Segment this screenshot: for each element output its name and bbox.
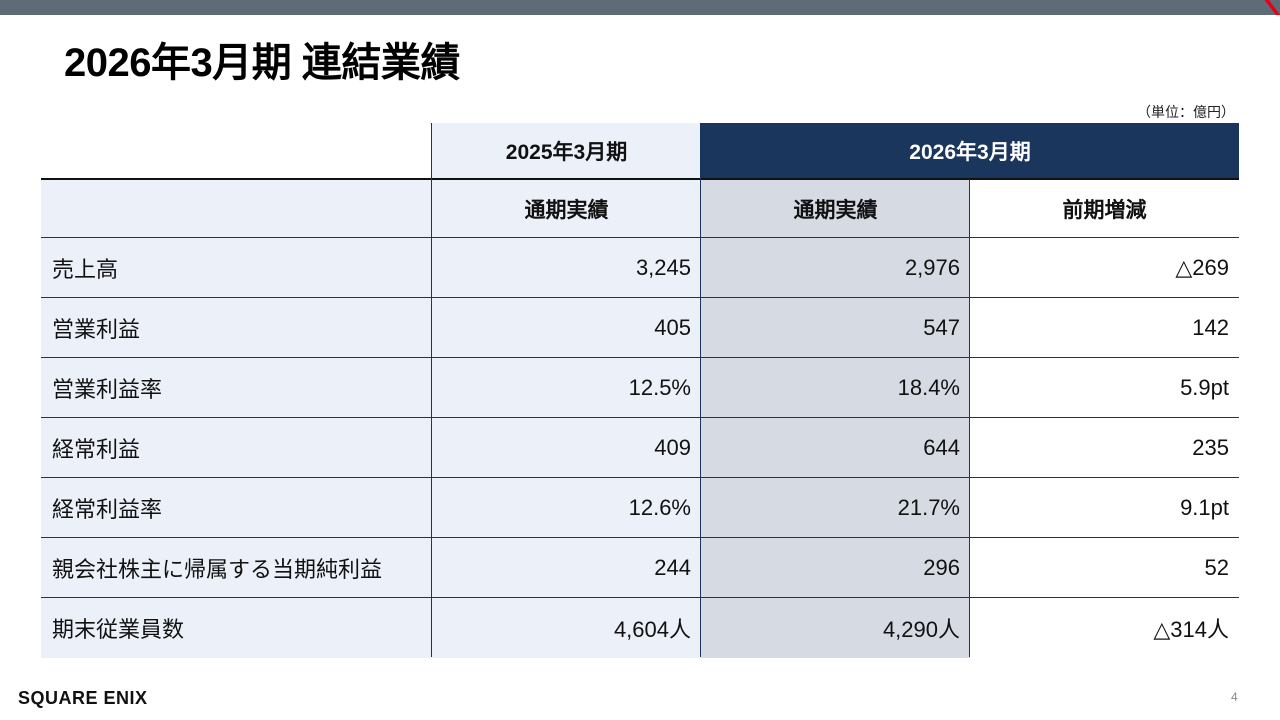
row-label: 親会社株主に帰属する当期純利益 — [41, 538, 432, 598]
square-enix-logo: SQUARE ENIX — [18, 688, 148, 708]
row-curr-value: 644 — [701, 418, 970, 478]
subheader-blank-cell — [41, 179, 432, 238]
page-title: 2026年3月期 連結業績 — [64, 41, 460, 85]
subheader-curr-actual: 通期実績 — [701, 179, 970, 238]
row-curr-value: 4,290人 — [701, 598, 970, 658]
row-change-value: 5.9pt — [970, 358, 1239, 418]
row-curr-value: 18.4% — [701, 358, 970, 418]
header-curr-period: 2026年3月期 — [701, 123, 1239, 179]
row-label: 経常利益率 — [41, 478, 432, 538]
row-divider — [41, 537, 1239, 538]
row-change-value: 52 — [970, 538, 1239, 598]
row-divider — [41, 357, 1239, 358]
row-change-value: 235 — [970, 418, 1239, 478]
column-divider — [700, 123, 701, 657]
row-divider — [41, 477, 1239, 478]
row-label: 営業利益 — [41, 298, 432, 358]
column-divider — [969, 179, 970, 657]
row-label: 経常利益 — [41, 418, 432, 478]
row-prev-value: 12.6% — [432, 478, 701, 538]
row-prev-value: 12.5% — [432, 358, 701, 418]
row-prev-value: 3,245 — [432, 238, 701, 298]
row-change-value: 142 — [970, 298, 1239, 358]
row-divider — [41, 297, 1239, 298]
header-blank-cell — [41, 123, 432, 179]
row-curr-value: 296 — [701, 538, 970, 598]
subheader-prev-actual: 通期実績 — [432, 179, 701, 238]
row-change-value: △314人 — [970, 598, 1239, 658]
row-prev-value: 4,604人 — [432, 598, 701, 658]
row-prev-value: 409 — [432, 418, 701, 478]
header-prev-period: 2025年3月期 — [432, 123, 701, 179]
row-label: 売上高 — [41, 238, 432, 298]
row-prev-value: 244 — [432, 538, 701, 598]
row-curr-value: 21.7% — [701, 478, 970, 538]
header-divider — [41, 178, 1239, 180]
row-prev-value: 405 — [432, 298, 701, 358]
column-divider — [431, 123, 432, 657]
row-divider — [41, 417, 1239, 418]
row-divider — [41, 237, 1239, 238]
row-label: 期末従業員数 — [41, 598, 432, 658]
brand-accent-icon — [1236, 0, 1280, 15]
subheader-change: 前期増減 — [970, 179, 1239, 238]
row-divider — [41, 597, 1239, 598]
row-change-value: 9.1pt — [970, 478, 1239, 538]
row-change-value: △269 — [970, 238, 1239, 298]
top-bar — [0, 0, 1280, 15]
unit-note: （単位：億円） — [1137, 104, 1235, 120]
page-number: 4 — [1231, 690, 1238, 704]
row-label: 営業利益率 — [41, 358, 432, 418]
row-curr-value: 547 — [701, 298, 970, 358]
row-curr-value: 2,976 — [701, 238, 970, 298]
